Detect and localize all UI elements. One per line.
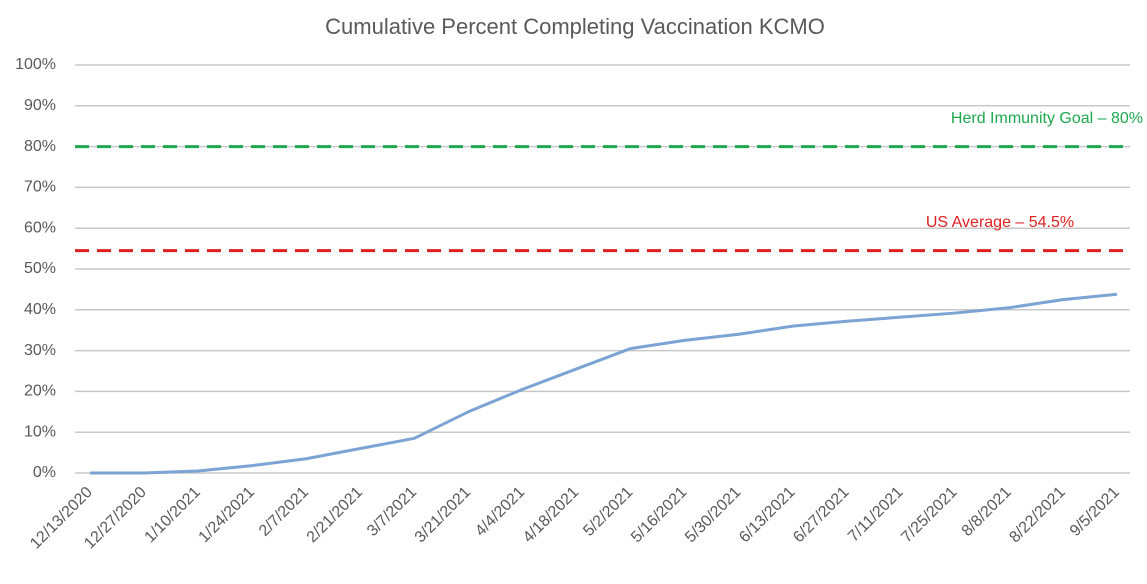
y-tick-label: 70%: [24, 179, 56, 196]
y-tick-label: 30%: [24, 342, 56, 359]
x-tick-label: 5/2/2021: [580, 484, 636, 540]
y-tick-label: 100%: [15, 56, 56, 73]
x-tick-label: 8/22/2021: [1006, 484, 1068, 546]
y-tick-label: 80%: [24, 138, 56, 155]
x-tick-label: 4/18/2021: [520, 484, 582, 546]
y-tick-label: 90%: [24, 97, 56, 114]
y-tick-label: 0%: [33, 464, 56, 481]
reference-label: US Average – 54.5%: [926, 214, 1074, 231]
x-tick-label: 2/7/2021: [256, 484, 312, 540]
x-tick-label: 7/25/2021: [898, 484, 960, 546]
y-tick-label: 60%: [24, 219, 56, 236]
y-tick-label: 40%: [24, 301, 56, 318]
y-tick-label: 20%: [24, 383, 56, 400]
reference-label: Herd Immunity Goal – 80%: [951, 110, 1143, 127]
x-tick-label: 3/7/2021: [364, 484, 420, 540]
x-tick-label: 9/5/2021: [1067, 484, 1123, 540]
x-tick-label: 7/11/2021: [845, 484, 907, 546]
chart-title: Cumulative Percent Completing Vaccinatio…: [325, 14, 825, 39]
x-tick-label: 5/16/2021: [628, 484, 690, 546]
y-tick-label: 10%: [24, 423, 56, 440]
x-tick-label: 5/30/2021: [682, 484, 744, 546]
x-tick-label: 6/27/2021: [790, 484, 852, 546]
x-tick-label: 3/21/2021: [412, 484, 474, 546]
x-tick-label: 4/4/2021: [472, 484, 528, 540]
x-tick-label: 6/13/2021: [736, 484, 798, 546]
data-line: [90, 292, 1118, 475]
x-tick-label: 1/24/2021: [196, 484, 258, 546]
y-tick-label: 50%: [24, 260, 56, 277]
x-tick-label: 2/21/2021: [304, 484, 366, 546]
x-tick-label: 1/10/2021: [142, 484, 204, 546]
x-tick-label: 8/8/2021: [959, 484, 1015, 540]
